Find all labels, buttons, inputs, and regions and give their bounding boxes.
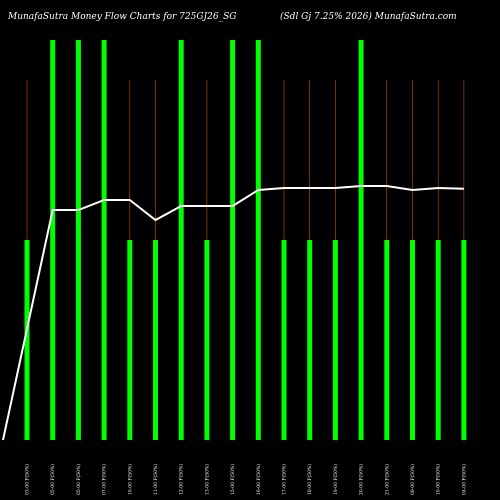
bar	[127, 240, 133, 440]
bar	[75, 40, 81, 440]
bar	[410, 240, 415, 440]
x-tick-label: 16-00 F(50%)	[255, 464, 262, 495]
bar-series	[24, 40, 467, 440]
x-tick-label: 21-00 F(50%)	[383, 464, 390, 495]
x-tick-label: 15-00 F(50%)	[229, 464, 236, 495]
x-tick-label: 18-00 F(50%)	[306, 464, 313, 495]
x-tick-label: 13-00 F(50%)	[203, 464, 210, 495]
bar	[178, 40, 184, 440]
bar	[384, 240, 390, 440]
x-tick-label: 20-00 F(50%)	[358, 464, 365, 495]
x-tick-label: 07-00 F(50%)	[101, 464, 108, 495]
x-tick-label: 04-00 F(50%)	[460, 464, 467, 495]
x-tick-label: 10-00 F(50%)	[126, 464, 133, 495]
bar	[153, 240, 158, 440]
bar	[255, 40, 261, 440]
bar	[204, 240, 210, 440]
x-tick-label: 17-00 F(50%)	[281, 464, 288, 495]
x-tick-label: 12-00 F(50%)	[178, 464, 185, 495]
x-tick-label: 11-00 F(50%)	[152, 464, 159, 495]
bar	[230, 40, 236, 440]
bar	[101, 40, 107, 440]
x-tick-labels: 03-00 F(50%) 05-00 F(50%) 05-00 F(50%) 07-0…	[24, 464, 468, 495]
bar	[435, 240, 441, 440]
money-flow-line	[2, 185, 464, 441]
bar	[332, 240, 338, 440]
x-tick-label: 03-00 F(50%)	[24, 464, 31, 495]
bar	[307, 240, 313, 440]
chart-title-left: MunafaSutra Money Flow Charts for 725GJ2…	[7, 12, 236, 22]
vertical-grid-lines	[26, 80, 465, 440]
x-tick-label: 19-00 F(50%)	[332, 464, 339, 495]
bar	[50, 40, 56, 440]
bar	[24, 240, 30, 440]
x-tick-label: 05-00 F(50%)	[75, 464, 82, 495]
x-tick-label: 10-00 F(50%)	[435, 464, 442, 495]
bar	[461, 240, 467, 440]
bar	[358, 40, 364, 440]
bar	[281, 240, 287, 440]
chart-title-right: (Sdl Gj 7.25% 2026) MunafaSutra.com	[280, 11, 457, 22]
x-tick-label: 05-00 F(50%)	[49, 464, 56, 495]
x-tick-label: 09-00 F(50%)	[409, 464, 416, 495]
